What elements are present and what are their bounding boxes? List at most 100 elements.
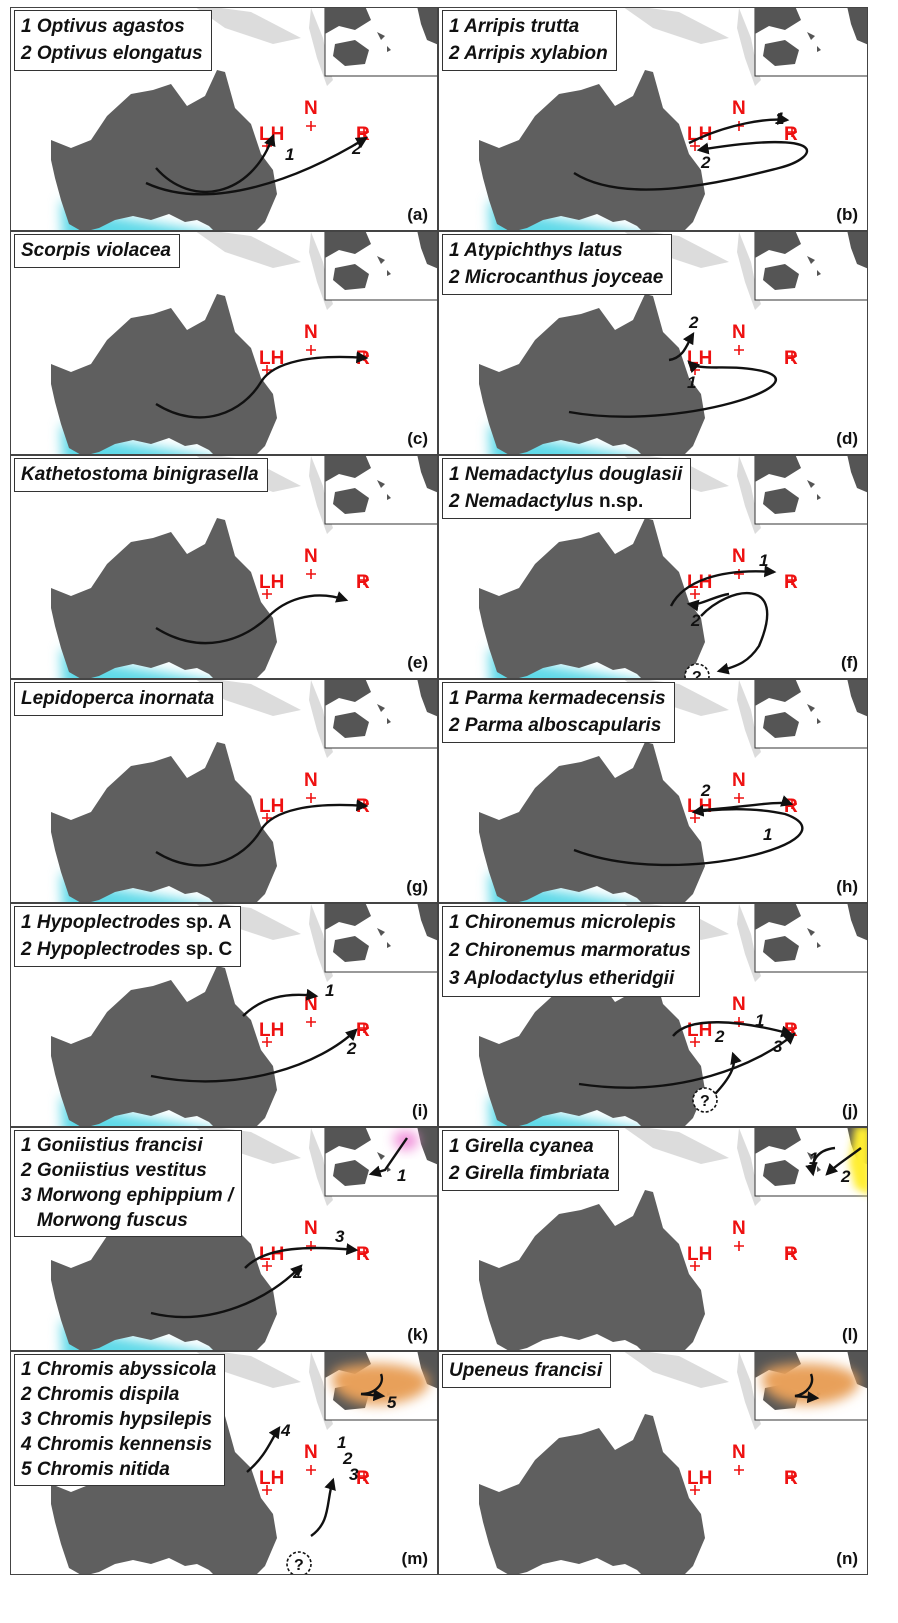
map-body xyxy=(51,70,277,230)
arrow-1 xyxy=(700,795,794,812)
unknown-origin-circle xyxy=(692,1087,718,1113)
site-label-n: N xyxy=(304,770,318,791)
species-name: Upeneus francisi xyxy=(449,1357,602,1384)
species-name: 2 Microcanthus joyceae xyxy=(449,264,663,291)
species-legend: Kathetostoma binigrasella xyxy=(14,458,268,492)
site-label-n: N xyxy=(732,546,746,567)
map-body xyxy=(51,294,277,454)
arrow-label-1: 1 xyxy=(755,1011,764,1030)
species-legend: 1 Girella cyanea 2 Girella fimbriata xyxy=(442,1130,619,1191)
arrow-label-2: 2 xyxy=(700,781,711,800)
arrow-2 xyxy=(668,331,695,362)
site-marker-n xyxy=(734,793,744,803)
site-marker-r xyxy=(359,1471,369,1481)
map-body xyxy=(51,742,277,902)
species-legend: 1 Optivus agastos 2 Optivus elongatus xyxy=(14,10,212,71)
australia-landmass xyxy=(51,966,277,1126)
map-n: LH N R xyxy=(479,1352,867,1574)
arrow-label-2: 2 xyxy=(700,153,711,172)
site-marker-n xyxy=(306,345,316,355)
panel-letter: (c) xyxy=(407,429,428,448)
australia-landmass xyxy=(479,1190,705,1350)
species-legend: 1 Parma kermadecensis 2 Parma alboscapula… xyxy=(442,682,675,743)
arrow-label-2: 2 xyxy=(342,1449,353,1468)
arrow-label-2: 2 xyxy=(840,1167,851,1186)
species-legend: 1 Chromis abyssicola 2 Chromis dispila 3 C… xyxy=(14,1354,226,1486)
species-text: 2 Hypoplectrodes xyxy=(21,939,181,960)
map-body xyxy=(479,742,705,902)
unknown-origin-mark: ? xyxy=(294,1557,304,1574)
species-legend: 1 Arripis trutta 2 Arripis xylabion xyxy=(442,10,617,71)
species-text: 3 Morwong ephippium / xyxy=(21,1185,234,1206)
australia-landmass xyxy=(479,742,705,902)
arrow-label-1: 1 xyxy=(763,825,772,844)
arrow-main xyxy=(155,351,369,419)
panel-letter: (n) xyxy=(836,1549,858,1568)
inset-map xyxy=(324,456,437,525)
inset-map xyxy=(324,680,437,749)
arrow-label-2: 2 xyxy=(688,313,699,332)
site-marker-r xyxy=(359,1247,369,1257)
species-name: 2 Girella fimbriata xyxy=(449,1160,610,1187)
species-name: 2 Chromis dispila xyxy=(21,1382,216,1407)
site-label-r: R xyxy=(784,124,798,145)
species-legend: Lepidoperca inornata xyxy=(14,682,224,716)
arrow-label-3: 3 xyxy=(773,1037,783,1056)
species-legend: Upeneus francisi xyxy=(442,1354,612,1388)
arrow-2 xyxy=(686,592,730,612)
site-marker-n xyxy=(734,1017,744,1027)
species-name: 1 Parma kermadecensis xyxy=(449,685,666,712)
panel-letter: (f) xyxy=(841,653,858,672)
species-name: 2 Nemadactylus n.sp. xyxy=(449,488,682,515)
site-marker-n xyxy=(734,1465,744,1475)
faint-landmass xyxy=(624,8,729,44)
site-label-r: R xyxy=(784,572,798,593)
species-text: 2 Chironemus marmoratus xyxy=(449,940,691,961)
arrow-2-path xyxy=(700,591,769,675)
arrow-label-1: 1 xyxy=(759,551,768,570)
site-label-r: R xyxy=(356,1468,370,1489)
map-body xyxy=(51,518,277,678)
site-label-r: R xyxy=(784,1468,798,1489)
species-text: 1 Optivus agastos xyxy=(21,16,185,37)
map-f: LH N R1 2? xyxy=(479,456,867,678)
species-text: 2 Goniistius vestitus xyxy=(21,1160,207,1181)
site-label-n: N xyxy=(732,1218,746,1239)
arrow-label-1: 1 xyxy=(687,373,696,392)
species-name: 1 Atypichthys latus xyxy=(449,237,663,264)
arrow-label-2: 2 xyxy=(690,611,701,630)
arrow-label-1: 1 xyxy=(397,1166,406,1185)
species-text: 2 Parma alboscapularis xyxy=(449,715,662,736)
map-body xyxy=(479,518,705,678)
inset-map xyxy=(754,1352,867,1421)
site-marker-lh xyxy=(262,589,272,599)
inset-map xyxy=(754,8,867,77)
site-label-lh: LH xyxy=(259,572,284,593)
arrow-1 xyxy=(688,112,790,145)
site-marker-lh xyxy=(262,1037,272,1047)
species-text: Morwong fuscus xyxy=(21,1210,188,1231)
panel-l: LH N R 1 2 1 Girella cyanea 2 Girella fimbriat… xyxy=(438,1127,868,1351)
species-name: Scorpis violacea xyxy=(21,237,171,264)
arrow-label-1: 1 xyxy=(325,981,334,1000)
site-label-r: R xyxy=(356,572,370,593)
map-body xyxy=(479,1414,705,1574)
site-marker-r xyxy=(359,1023,369,1033)
species-text: 1 Chironemus microlepis xyxy=(449,912,677,933)
panel-letter: (m) xyxy=(401,1549,428,1568)
species-name: 3 Chromis hypsilepis xyxy=(21,1407,216,1432)
site-marker-r xyxy=(787,127,797,137)
site-label-r: R xyxy=(356,1244,370,1265)
site-marker-n xyxy=(306,793,316,803)
panel-h: LH N R 2 1 1 Parma kermadecensis 2 Parma albos… xyxy=(438,679,868,903)
species-text: 2 Optivus elongatus xyxy=(21,43,203,64)
australia-landmass xyxy=(479,518,705,678)
species-text: 1 Hypoplectrodes xyxy=(21,912,181,933)
site-marker-lh xyxy=(690,589,700,599)
arrow-2 xyxy=(573,140,809,191)
faint-landmass xyxy=(196,232,301,268)
arrow-label-5: 5 xyxy=(387,1393,397,1412)
site-label-lh: LH xyxy=(259,796,284,817)
